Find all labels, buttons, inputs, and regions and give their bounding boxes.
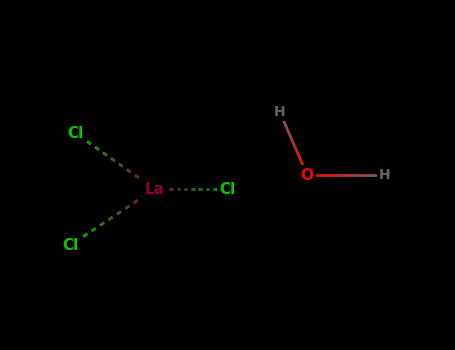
Text: H: H <box>274 105 286 119</box>
Text: Cl: Cl <box>62 238 79 252</box>
Text: La: La <box>145 182 165 196</box>
Text: H: H <box>379 168 390 182</box>
Text: O: O <box>301 168 313 182</box>
Text: Cl: Cl <box>219 182 236 196</box>
Text: Cl: Cl <box>67 126 83 140</box>
